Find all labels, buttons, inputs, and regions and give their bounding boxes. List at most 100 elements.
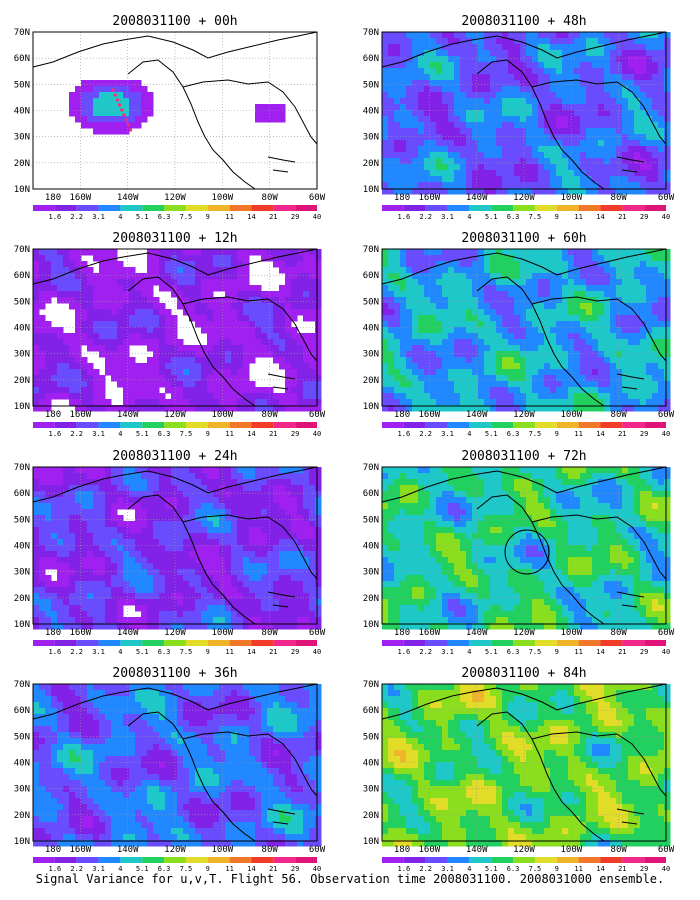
colorbar-swatch [33,640,55,646]
panel-title: 2008031100 + 48h [461,14,587,29]
colorbar-swatch [425,857,448,863]
colorbar: 1.6 2.2 3.1 4 5.1 6.3 7.5 9 11 14 21 29 40 [33,640,321,656]
colorbar-label: 21 [618,648,626,656]
lon-label: 100W [560,845,582,855]
colorbar-label: 5.1 [485,865,498,873]
lat-label: 20N [363,376,379,386]
colorbar-swatch [403,422,426,428]
colorbar-label: 5.1 [485,648,498,656]
variance-map: 70N 60N 50N 40N 30N 20N 10N 180 160W 140W 120W 100W… [363,28,675,221]
lon-label: 160W [418,410,440,420]
colorbar-label: 9 [555,213,559,221]
colorbar-label: 11 [574,865,582,873]
colorbar-swatch [469,640,492,646]
colorbar-swatch [229,422,252,428]
colorbar-label: 7.5 [180,430,193,438]
colorbar-label: 14 [596,430,604,438]
colorbar-swatch [120,205,143,211]
map-panel-6: 2008031100 + 36h 70N 60N 50N 40N 30N 20N 10N 180… [0,666,335,881]
lat-label: 10N [14,402,30,412]
colorbar-swatch [578,422,601,428]
colorbar-label: 40 [313,430,321,438]
colorbar-swatch [578,857,601,863]
colorbar-label: 11 [574,213,582,221]
colorbar-label: 9 [206,865,210,873]
lon-label: 180 [45,193,61,203]
colorbar-label: 1.6 [49,865,62,873]
colorbar-swatch [513,205,535,211]
colorbar-swatch [491,640,514,646]
lat-label: 30N [14,568,30,578]
colorbar-swatch [403,205,426,211]
colorbar-label: 11 [225,430,233,438]
colorbar-label: 6.3 [507,213,520,221]
colorbar-label: 5.1 [136,213,149,221]
colorbar-swatch [185,205,208,211]
colorbar-swatch [207,857,230,863]
colorbar-label: 21 [269,648,277,656]
panel-title: 2008031100 + 12h [112,231,238,246]
lat-label: 70N [14,28,30,38]
lon-label: 60W [309,193,326,203]
colorbar-swatch [382,640,404,646]
lat-label: 10N [363,402,379,412]
colorbar-swatch [622,640,645,646]
colorbar-label: 6.3 [158,648,171,656]
colorbar-swatch [120,422,143,428]
colorbar-label: 14 [247,865,255,873]
colorbar-swatch [164,422,186,428]
map-panel-3: 2008031100 + 60h 70N 60N 50N 40N 30N 20N 10N 180… [349,231,684,446]
colorbar-label: 21 [618,430,626,438]
colorbar-label: 40 [313,213,321,221]
colorbar-label: 4 [467,430,471,438]
lon-label: 180 [394,193,410,203]
colorbar-label: 14 [247,430,255,438]
colorbar: 1.6 2.2 3.1 4 5.1 6.3 7.5 9 11 14 21 29 40 [382,422,670,438]
lon-label: 60W [658,845,675,855]
colorbar-swatch [447,857,470,863]
panel-title: 2008031100 + 36h [112,666,238,681]
colorbar-label: 4 [118,430,122,438]
map-panel-4: 2008031100 + 24h 70N 60N 50N 40N 30N 20N 10N 180… [0,449,335,664]
lat-label: 50N [363,297,379,307]
lat-label: 50N [14,80,30,90]
colorbar-swatch [644,640,666,646]
colorbar-label: 4 [118,648,122,656]
lon-label: 180 [394,410,410,420]
colorbar-swatch [403,640,426,646]
colorbar-label: 7.5 [529,213,542,221]
colorbar-swatch [142,640,165,646]
lon-label: 100W [211,628,233,638]
lon-label: 180 [394,628,410,638]
colorbar-label: 11 [225,213,233,221]
colorbar-label: 7.5 [180,865,193,873]
lon-label: 60W [309,410,326,420]
lon-label: 140W [466,845,488,855]
lat-label: 60N [14,489,30,499]
colorbar-swatch [98,857,121,863]
lon-label: 100W [560,193,582,203]
colorbar-swatch [98,422,121,428]
colorbar-label: 6.3 [158,213,171,221]
panel-title: 2008031100 + 84h [461,666,587,681]
colorbar-swatch [513,857,535,863]
colorbar-label: 3.1 [441,865,454,873]
colorbar-swatch [207,422,230,428]
lon-label: 180 [45,628,61,638]
lat-label: 30N [363,568,379,578]
figure-caption: Signal Variance for u,v,T. Flight 56. Ob… [35,872,665,886]
colorbar-swatch [251,422,274,428]
colorbar-swatch [251,205,274,211]
colorbar-swatch [556,205,579,211]
colorbar-swatch [556,857,579,863]
colorbar-label: 9 [206,213,210,221]
colorbar-swatch [76,640,99,646]
colorbar-swatch [556,422,579,428]
colorbar-swatch [142,422,165,428]
colorbar-label: 6.3 [158,865,171,873]
colorbar-label: 9 [206,648,210,656]
colorbar-label: 3.1 [441,213,454,221]
colorbar-swatch [491,205,514,211]
lat-label: 20N [363,811,379,821]
colorbar-swatch [251,640,274,646]
